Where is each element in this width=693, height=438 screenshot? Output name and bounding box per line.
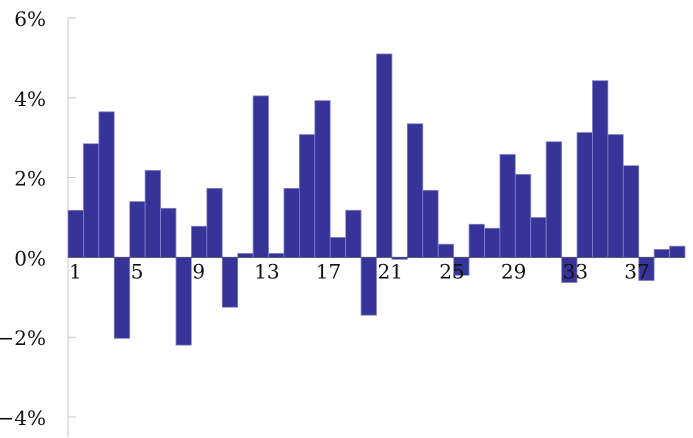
bar-27	[468, 223, 485, 258]
bar-4	[113, 256, 131, 339]
bar-7	[160, 207, 177, 258]
bar-8	[175, 256, 192, 346]
y-tick-label: 0%	[14, 246, 46, 270]
x-tick-label: 9	[192, 259, 205, 283]
x-tick-label: 37	[624, 259, 649, 283]
x-tick-label: 13	[254, 259, 279, 283]
x-tick-label: 33	[563, 259, 588, 283]
bar-3	[98, 111, 115, 258]
bar-13	[252, 95, 269, 258]
bar-37	[622, 165, 640, 258]
x-tick-label: 17	[316, 259, 341, 283]
bar-35	[592, 80, 609, 258]
bar-14	[268, 253, 285, 258]
bar-10	[206, 187, 223, 258]
x-tick-label: 21	[378, 259, 403, 283]
bar-17	[314, 100, 331, 258]
y-tick-label: −2%	[0, 326, 46, 350]
x-tick-label: 25	[439, 259, 464, 283]
bar-5	[129, 201, 146, 258]
bar-1	[67, 209, 84, 258]
bar-16	[298, 134, 316, 258]
bar-9	[190, 225, 208, 258]
bar-18	[329, 237, 347, 258]
bar-19	[345, 209, 362, 258]
x-tick-label: 29	[501, 259, 526, 283]
bar-2	[83, 143, 100, 258]
y-tick-label: 6%	[14, 7, 46, 31]
bar-32	[545, 141, 562, 258]
y-tick-label: 2%	[14, 167, 46, 191]
y-tick-label: 4%	[14, 87, 46, 111]
bar-39	[653, 249, 670, 258]
bar-24	[422, 189, 439, 258]
bar-12	[237, 253, 254, 258]
bar-40	[669, 245, 686, 258]
bar-6	[144, 170, 161, 258]
bar-23	[406, 123, 424, 258]
bar-30	[514, 174, 532, 258]
y-tick-label: −4%	[0, 406, 46, 430]
bar-28	[484, 227, 501, 258]
x-tick-label: 5	[131, 259, 144, 283]
bar-11	[221, 256, 239, 308]
bar-29	[499, 154, 516, 258]
bar-15	[283, 187, 300, 258]
bar-36	[607, 134, 624, 258]
bar-20	[360, 256, 377, 316]
bar-21	[376, 53, 393, 258]
x-tick-label: 1	[69, 259, 82, 283]
bar-31	[530, 217, 547, 258]
bar-25	[437, 243, 455, 258]
bar-34	[576, 132, 593, 258]
